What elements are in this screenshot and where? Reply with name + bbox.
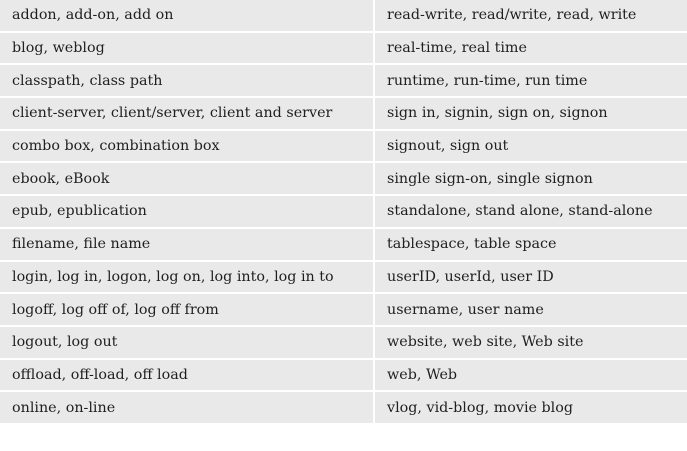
term-cell-left: client-server, client/server, client and… bbox=[0, 98, 373, 131]
terminology-table: addon, add-on, add on read-write, read/w… bbox=[0, 0, 687, 425]
table-row: logout, log out website, web site, Web s… bbox=[0, 326, 687, 360]
term-cell-left: epub, epublication bbox=[0, 196, 373, 229]
table-row: epub, epublication standalone, stand alo… bbox=[0, 196, 687, 229]
table-row: addon, add-on, add on read-write, read/w… bbox=[0, 0, 687, 33]
term-cell-left: filename, file name bbox=[0, 228, 373, 262]
term-cell-left: logoff, log off of, log off from bbox=[0, 294, 373, 327]
term-cell-left: ebook, eBook bbox=[0, 163, 373, 197]
term-cell-right: tablespace, table space bbox=[373, 228, 687, 262]
term-cell-left: blog, weblog bbox=[0, 32, 373, 66]
term-cell-left: login, log in, logon, log on, log into, … bbox=[0, 261, 373, 295]
term-cell-right: signout, sign out bbox=[373, 130, 687, 164]
table-row: logoff, log off of, log off from usernam… bbox=[0, 294, 687, 327]
table-row: combo box, combination box signout, sign… bbox=[0, 130, 687, 164]
table-row: ebook, eBook single sign-on, single sign… bbox=[0, 163, 687, 197]
term-cell-left: addon, add-on, add on bbox=[0, 0, 373, 33]
term-cell-right: read-write, read/write, read, write bbox=[373, 0, 687, 33]
table-row: login, log in, logon, log on, log into, … bbox=[0, 261, 687, 295]
table-row: offload, off-load, off load web, Web bbox=[0, 359, 687, 393]
term-cell-right: standalone, stand alone, stand-alone bbox=[373, 196, 687, 229]
term-cell-left: classpath, class path bbox=[0, 65, 373, 99]
term-cell-right: website, web site, Web site bbox=[373, 326, 687, 360]
table-row: online, on-line vlog, vid-blog, movie bl… bbox=[0, 392, 687, 425]
term-cell-left: offload, off-load, off load bbox=[0, 359, 373, 393]
term-cell-right: real-time, real time bbox=[373, 32, 687, 66]
term-cell-right: single sign-on, single signon bbox=[373, 163, 687, 197]
term-cell-right: runtime, run-time, run time bbox=[373, 65, 687, 99]
table-row: classpath, class path runtime, run-time,… bbox=[0, 65, 687, 99]
term-cell-left: combo box, combination box bbox=[0, 130, 373, 164]
table-row: blog, weblog real-time, real time bbox=[0, 32, 687, 66]
term-cell-right: sign in, signin, sign on, signon bbox=[373, 98, 687, 131]
table-row: client-server, client/server, client and… bbox=[0, 98, 687, 131]
term-cell-left: logout, log out bbox=[0, 326, 373, 360]
term-cell-left: online, on-line bbox=[0, 392, 373, 425]
term-cell-right: web, Web bbox=[373, 359, 687, 393]
term-cell-right: vlog, vid-blog, movie blog bbox=[373, 392, 687, 425]
table-row: filename, file name tablespace, table sp… bbox=[0, 228, 687, 262]
term-cell-right: username, user name bbox=[373, 294, 687, 327]
term-cell-right: userID, userId, user ID bbox=[373, 261, 687, 295]
